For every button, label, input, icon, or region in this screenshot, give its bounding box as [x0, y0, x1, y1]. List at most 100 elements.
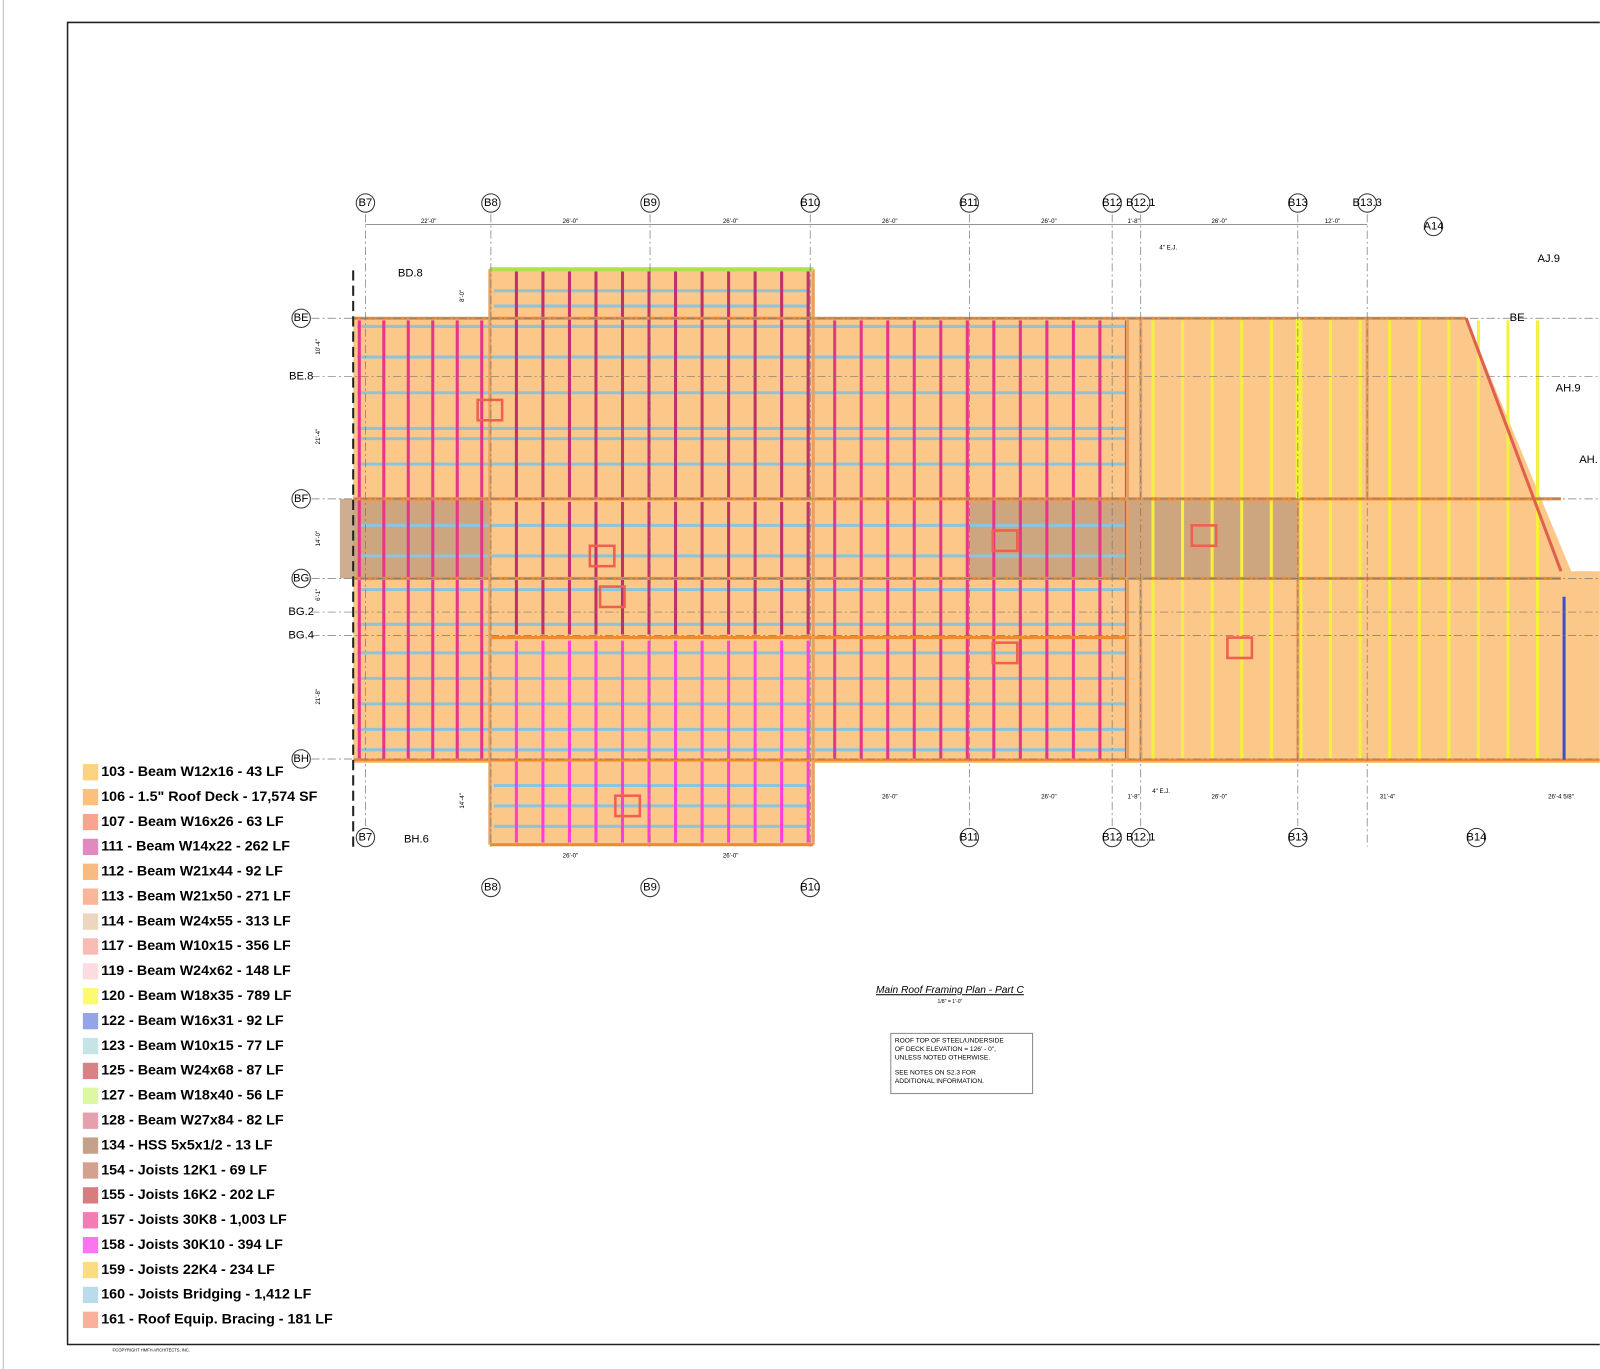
grid-label-bubble [959, 193, 980, 213]
legend-swatch [82, 988, 99, 1005]
legend-swatch [82, 1112, 99, 1129]
grid-label-bubble [481, 193, 501, 213]
legend-label: 112 - Beam W21x44 - 92 LF [101, 864, 283, 880]
equip-bracing [1226, 636, 1254, 660]
legend-label: 154 - Joists 12K1 - 69 LF [101, 1162, 267, 1178]
dimension: 1'-8" [1127, 793, 1139, 800]
equip-bracing [598, 585, 626, 609]
grid-label-bubble [291, 749, 311, 769]
note-line: OF DECK ELEVATION = 126' - 0", [895, 1046, 996, 1053]
grid-label: B13 [1288, 197, 1308, 209]
legend-swatch [82, 888, 99, 905]
legend-swatch [82, 1212, 99, 1229]
grid-label: BE [1510, 312, 1525, 324]
grid-label-bubble [355, 193, 376, 213]
grid-label: B13 [1288, 831, 1308, 843]
note-line: SEE NOTES ON S2.3 FOR [895, 1069, 976, 1076]
dimension: 26'-0" [1211, 793, 1227, 800]
legend-swatch [82, 1187, 99, 1204]
dimension: 26'-0" [563, 852, 579, 859]
grid-label-bubble [1423, 216, 1444, 237]
grid-label: BH.6 [404, 834, 429, 846]
grid-label-bubble [481, 877, 501, 898]
equip-bracing [588, 544, 616, 568]
grid-label: B8 [484, 881, 498, 893]
dimension: 26'-0" [1041, 793, 1057, 800]
grid-label-bubble [355, 827, 376, 848]
dimension: 31'-4" [1380, 793, 1396, 800]
legend-swatch [82, 1012, 99, 1030]
legend-swatch [82, 1137, 99, 1154]
sheet-border [66, 21, 1600, 1346]
grid-label: B7 [359, 831, 373, 843]
dimension: 26'-0" [723, 218, 739, 225]
dimension: 26'-0" [1041, 218, 1057, 225]
grid-label-bubble [1357, 193, 1377, 213]
grid-label-bubble [1466, 827, 1487, 848]
grid-label: B10 [800, 881, 820, 893]
grid-label: AJ.9 [1538, 253, 1560, 265]
grid-label: B7 [359, 197, 373, 209]
grid-label: BD.8 [398, 267, 423, 279]
grid-label: B12 [1102, 197, 1122, 209]
dimension: 21'-4" [315, 429, 322, 445]
legend-swatch [82, 1286, 99, 1304]
legend-label: 134 - HSS 5x5x1/2 - 13 LF [101, 1137, 273, 1153]
dimension: 26'-0" [723, 852, 739, 859]
legend-label: 127 - Beam W18x40 - 56 LF [101, 1088, 284, 1104]
drawing-scale: 1/8" = 1'-0" [938, 999, 963, 1005]
roof-deck [489, 269, 814, 319]
grid-label-bubble [800, 193, 820, 213]
equip-bracing [991, 641, 1019, 665]
grid-label: B11 [960, 197, 979, 209]
legend-label: 128 - Beam W27x84 - 82 LF [101, 1112, 284, 1128]
legend-label: 122 - Beam W16x31 - 92 LF [101, 1013, 284, 1029]
grid-label-bubble [291, 568, 311, 589]
dimension: 8'-0" [459, 290, 466, 302]
grid-label: AH.9 [1556, 383, 1581, 395]
grid-label: B9 [643, 197, 657, 209]
grid-label: B12 [1102, 831, 1122, 843]
legend-label: 111 - Beam W14x22 - 262 LF [101, 839, 290, 855]
beam [1464, 317, 1563, 572]
note-box [890, 1032, 1034, 1095]
grid-label-bubble [291, 308, 311, 328]
grid-label: BG.2 [288, 606, 314, 618]
dimension: 26'-0" [563, 218, 579, 225]
dimension: 14'-4" [459, 793, 466, 809]
legend-swatch [82, 1062, 99, 1080]
grid-label-bubble [959, 827, 980, 848]
annotation: 4" E.J. [1152, 788, 1170, 795]
grid-label: B11 [960, 831, 979, 843]
grid-label-bubble [1288, 193, 1308, 213]
grid-label: BE [294, 312, 309, 324]
drawing-title: Main Roof Framing Plan - Part C [876, 985, 1024, 996]
legend-label: 117 - Beam W10x15 - 356 LF [101, 938, 291, 954]
grid-label: B9 [643, 881, 657, 893]
equip-bracing [1190, 524, 1218, 548]
grid-label: B12.1 [1126, 197, 1155, 209]
dimension: 26'-0" [1211, 218, 1227, 225]
legend-label: 160 - Joists Bridging - 1,412 LF [101, 1287, 311, 1303]
legend-swatch [82, 1162, 99, 1179]
legend-label: 113 - Beam W21x50 - 271 LF [101, 888, 291, 904]
grid-label-bubble [1131, 193, 1151, 213]
grid-label-bubble [1131, 827, 1151, 848]
hss-band [339, 498, 491, 579]
grid-label: BH [293, 753, 309, 765]
legend-label: 125 - Beam W24x68 - 87 LF [101, 1063, 284, 1079]
legend-swatch [82, 963, 99, 980]
grid-label: BG.4 [288, 630, 314, 642]
grid-label: A14 [1424, 220, 1444, 232]
legend-swatch [82, 1311, 99, 1328]
dimension: 26'-0" [882, 218, 898, 225]
grid-label-bubble [640, 193, 660, 213]
grid-label: B14 [1466, 831, 1486, 843]
grid-label-bubble [800, 877, 820, 898]
grid-label-bubble [1288, 827, 1308, 848]
dimension: 22'-0" [421, 218, 437, 225]
legend-swatch [82, 863, 99, 880]
equip-bracing [991, 529, 1019, 553]
note-line: UNLESS NOTED OTHERWISE. [895, 1055, 990, 1062]
